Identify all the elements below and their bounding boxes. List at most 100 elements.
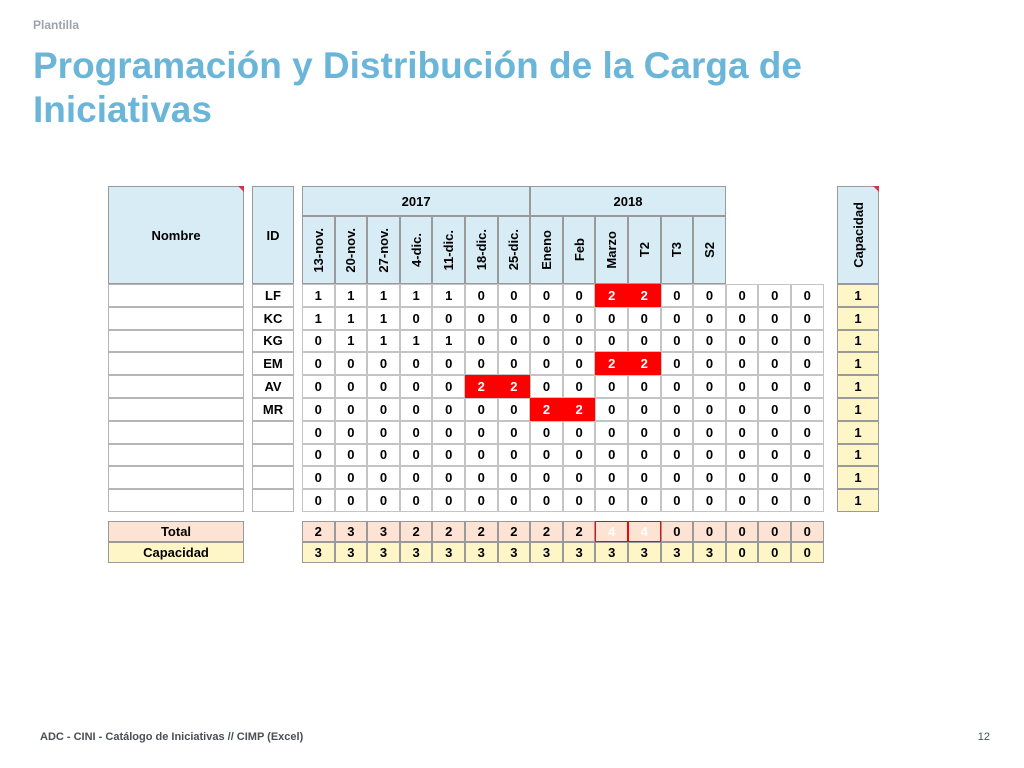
capacity-total-cell[interactable]: 0 bbox=[791, 542, 824, 563]
name-cell[interactable] bbox=[108, 352, 244, 376]
total-cell[interactable]: 0 bbox=[660, 521, 694, 542]
load-cell[interactable]: 1 bbox=[399, 284, 433, 307]
load-cell[interactable]: 0 bbox=[693, 375, 726, 398]
load-cell[interactable]: 0 bbox=[562, 284, 596, 307]
load-cell[interactable]: 0 bbox=[660, 443, 694, 467]
load-cell[interactable]: 0 bbox=[660, 284, 694, 307]
capacity-total-cell[interactable]: 3 bbox=[497, 542, 531, 563]
column-header-10[interactable]: Marzo bbox=[595, 216, 628, 284]
load-cell[interactable]: 0 bbox=[465, 466, 498, 490]
capacity-cell[interactable]: 1 bbox=[837, 398, 879, 421]
load-cell[interactable]: 0 bbox=[758, 398, 791, 421]
total-cell[interactable]: 0 bbox=[758, 521, 791, 542]
load-cell[interactable]: 0 bbox=[334, 489, 368, 512]
column-header-11[interactable]: T2 bbox=[628, 216, 661, 284]
column-header-8[interactable]: Eneno bbox=[530, 216, 563, 284]
load-cell[interactable]: 0 bbox=[530, 489, 563, 512]
load-cell[interactable]: 0 bbox=[725, 306, 759, 330]
load-cell[interactable]: 0 bbox=[628, 398, 661, 421]
total-cell[interactable]: 2 bbox=[432, 521, 465, 542]
name-header[interactable]: Nombre bbox=[108, 186, 244, 284]
column-header-1[interactable]: 13-nov. bbox=[302, 216, 335, 284]
year-header-2017[interactable]: 2017 bbox=[302, 186, 531, 216]
id-cell[interactable] bbox=[252, 466, 294, 490]
load-cell[interactable]: 0 bbox=[660, 466, 694, 490]
total-cell[interactable]: 2 bbox=[399, 521, 433, 542]
column-header-7[interactable]: 25-dic. bbox=[497, 216, 531, 284]
column-header-5[interactable]: 11-dic. bbox=[432, 216, 465, 284]
load-cell[interactable]: 0 bbox=[628, 375, 661, 398]
capacity-cell[interactable]: 1 bbox=[837, 443, 879, 467]
load-cell[interactable]: 2 bbox=[595, 352, 628, 376]
capacity-cell[interactable]: 1 bbox=[837, 420, 879, 444]
load-cell[interactable]: 0 bbox=[497, 398, 531, 421]
load-cell[interactable]: 0 bbox=[497, 352, 531, 376]
load-cell[interactable]: 0 bbox=[660, 352, 694, 376]
load-cell[interactable]: 0 bbox=[791, 352, 824, 376]
load-cell[interactable]: 0 bbox=[432, 306, 465, 330]
load-cell[interactable]: 0 bbox=[497, 466, 531, 490]
load-cell[interactable]: 0 bbox=[530, 284, 563, 307]
load-cell[interactable]: 0 bbox=[758, 489, 791, 512]
load-cell[interactable]: 0 bbox=[628, 443, 661, 467]
load-cell[interactable]: 1 bbox=[334, 306, 368, 330]
name-cell[interactable] bbox=[108, 375, 244, 398]
load-cell[interactable]: 0 bbox=[432, 375, 465, 398]
capacity-total-cell[interactable]: 0 bbox=[725, 542, 759, 563]
load-cell[interactable]: 0 bbox=[302, 352, 335, 376]
load-cell[interactable]: 0 bbox=[334, 352, 368, 376]
load-cell[interactable]: 0 bbox=[432, 420, 465, 444]
load-cell[interactable]: 0 bbox=[367, 398, 400, 421]
load-cell[interactable]: 0 bbox=[693, 284, 726, 307]
capacity-cell[interactable]: 1 bbox=[837, 306, 879, 330]
load-cell[interactable]: 0 bbox=[562, 466, 596, 490]
load-cell[interactable]: 0 bbox=[758, 466, 791, 490]
capacity-total-cell[interactable]: 3 bbox=[562, 542, 596, 563]
year-header-2018[interactable]: 2018 bbox=[530, 186, 726, 216]
load-cell[interactable]: 0 bbox=[595, 398, 628, 421]
load-cell[interactable]: 0 bbox=[758, 284, 791, 307]
capacity-total-cell[interactable]: 0 bbox=[758, 542, 791, 563]
load-cell[interactable]: 0 bbox=[791, 375, 824, 398]
load-cell[interactable]: 0 bbox=[660, 329, 694, 353]
load-cell[interactable]: 2 bbox=[530, 398, 563, 421]
capacity-total-cell[interactable]: 3 bbox=[660, 542, 694, 563]
name-cell[interactable] bbox=[108, 466, 244, 490]
load-cell[interactable]: 0 bbox=[465, 306, 498, 330]
load-cell[interactable]: 0 bbox=[530, 329, 563, 353]
load-cell[interactable]: 2 bbox=[595, 284, 628, 307]
load-cell[interactable]: 0 bbox=[758, 420, 791, 444]
load-cell[interactable]: 0 bbox=[302, 375, 335, 398]
column-header-9[interactable]: Feb bbox=[562, 216, 596, 284]
load-cell[interactable]: 0 bbox=[399, 375, 433, 398]
load-cell[interactable]: 0 bbox=[628, 489, 661, 512]
load-cell[interactable]: 1 bbox=[367, 306, 400, 330]
load-cell[interactable]: 0 bbox=[465, 284, 498, 307]
load-cell[interactable]: 0 bbox=[693, 420, 726, 444]
load-cell[interactable]: 0 bbox=[628, 329, 661, 353]
load-cell[interactable]: 0 bbox=[302, 443, 335, 467]
load-cell[interactable]: 0 bbox=[334, 398, 368, 421]
load-cell[interactable]: 0 bbox=[334, 466, 368, 490]
load-cell[interactable]: 0 bbox=[399, 489, 433, 512]
load-cell[interactable]: 0 bbox=[725, 420, 759, 444]
column-header-13[interactable]: S2 bbox=[693, 216, 726, 284]
load-cell[interactable]: 0 bbox=[432, 398, 465, 421]
load-cell[interactable]: 0 bbox=[693, 466, 726, 490]
load-cell[interactable]: 0 bbox=[725, 398, 759, 421]
name-cell[interactable] bbox=[108, 398, 244, 421]
load-cell[interactable]: 1 bbox=[334, 329, 368, 353]
total-cell[interactable]: 3 bbox=[334, 521, 368, 542]
load-cell[interactable]: 0 bbox=[367, 466, 400, 490]
load-cell[interactable]: 0 bbox=[432, 466, 465, 490]
load-cell[interactable]: 0 bbox=[562, 352, 596, 376]
load-cell[interactable]: 0 bbox=[791, 284, 824, 307]
capacity-cell[interactable]: 1 bbox=[837, 375, 879, 398]
load-cell[interactable]: 0 bbox=[465, 420, 498, 444]
load-cell[interactable]: 1 bbox=[432, 284, 465, 307]
load-cell[interactable]: 0 bbox=[465, 352, 498, 376]
column-header-3[interactable]: 27-nov. bbox=[367, 216, 400, 284]
load-cell[interactable]: 0 bbox=[399, 398, 433, 421]
load-cell[interactable]: 0 bbox=[628, 420, 661, 444]
id-cell[interactable]: AV bbox=[252, 375, 294, 398]
